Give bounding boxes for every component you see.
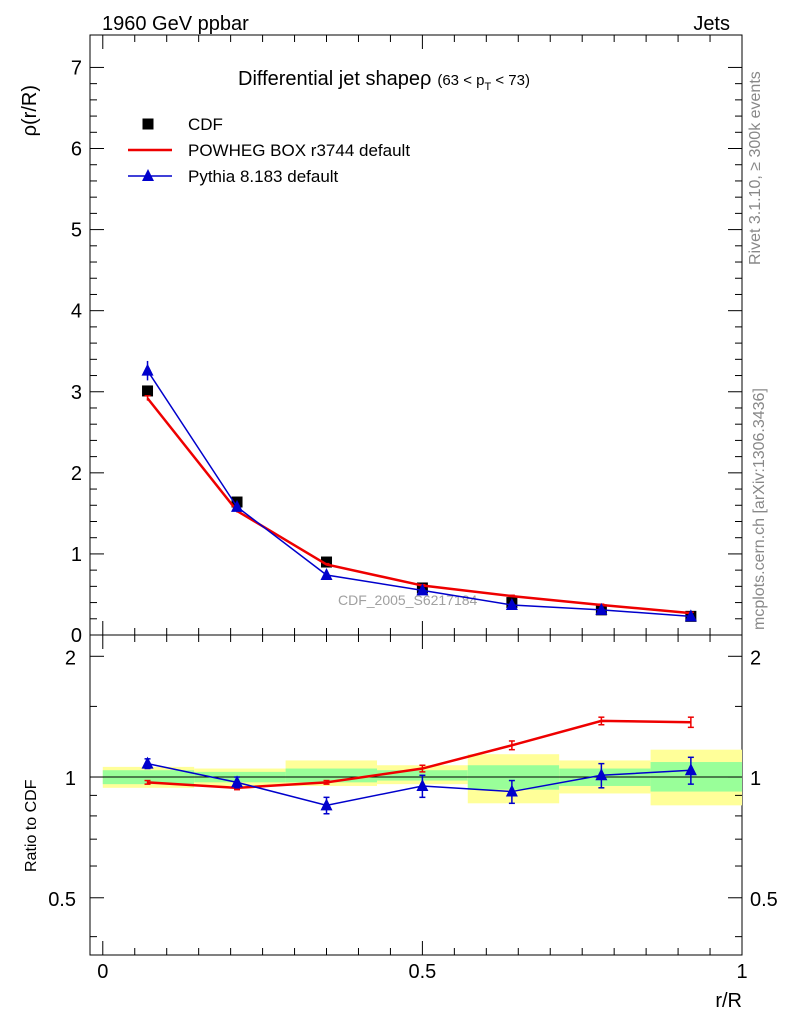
data-point-triangle bbox=[320, 568, 333, 580]
ratio-point-triangle bbox=[595, 768, 608, 781]
ratio-point-triangle bbox=[416, 778, 429, 791]
x-axis-label: r/R bbox=[715, 990, 742, 1012]
ratio-y-label: Ratio to CDF bbox=[23, 779, 40, 872]
rivet-label: Rivet 3.1.10, ≥ 300k events bbox=[747, 71, 764, 265]
legend-label: Pythia 8.183 default bbox=[188, 167, 339, 186]
ratio-y-tick-label: 1 bbox=[65, 768, 76, 790]
legend-marker-triangle bbox=[142, 169, 154, 181]
legend-label: POWHEG BOX r3744 default bbox=[188, 141, 410, 160]
ratio-point-triangle bbox=[505, 784, 518, 797]
main-y-tick-label: 6 bbox=[71, 139, 82, 161]
legend-marker-square bbox=[142, 118, 154, 130]
data-point-triangle bbox=[141, 363, 154, 376]
main-plot: ρ(r/R) Differential jet shapeρ (63 < pT <… bbox=[19, 34, 743, 647]
ratio-series-pythia bbox=[141, 756, 697, 815]
data-point-triangle bbox=[416, 583, 429, 596]
ratio-y-tick-label-right: 0.5 bbox=[750, 889, 778, 911]
series-powheg bbox=[144, 395, 694, 615]
ratio-point-triangle bbox=[684, 763, 697, 776]
ratio-y-tick-label: 0.5 bbox=[48, 889, 76, 911]
main-y-tick-label: 3 bbox=[71, 382, 82, 404]
ratio-y-tick-label: 2 bbox=[65, 647, 76, 669]
watermark: CDF_2005_S6217184 bbox=[338, 592, 478, 608]
legend: CDF POWHEG BOX r3744 default Pythia 8.183 … bbox=[128, 115, 410, 186]
main-title-sub: T bbox=[484, 81, 491, 93]
main-y-tick-label: 7 bbox=[71, 57, 82, 79]
main-y-label: ρ(r/R) bbox=[19, 85, 41, 136]
ratio-plot: Ratio to CDF r/R 0.5 0.5 1 1 2 2 0 0.5 1 bbox=[23, 634, 778, 1012]
main-title: Differential jet shapeρ (63 < pT < 73) bbox=[238, 68, 530, 93]
ratio-point-triangle bbox=[141, 756, 154, 769]
x-tick-label: 0 bbox=[97, 961, 108, 983]
main-title-cut-end: < 73) bbox=[491, 72, 530, 89]
header-left: 1960 GeV ppbar bbox=[102, 13, 249, 35]
data-point-triangle bbox=[595, 602, 608, 615]
main-title-cut: (63 < p bbox=[437, 72, 484, 89]
main-y-tick-label: 5 bbox=[71, 220, 82, 242]
ratio-point-triangle bbox=[231, 775, 244, 788]
main-y-tick-label: 2 bbox=[71, 463, 82, 485]
series-line bbox=[146, 397, 691, 615]
ratio-y-tick-label-right: 2 bbox=[750, 647, 761, 669]
data-point-triangle bbox=[684, 609, 697, 622]
ratio-point-triangle bbox=[320, 798, 333, 811]
header-right: Jets bbox=[693, 13, 730, 35]
data-point-triangle bbox=[505, 598, 518, 610]
series-pythia bbox=[141, 360, 697, 622]
x-tick-label: 1 bbox=[736, 961, 747, 983]
ratio-plot-frame bbox=[89, 634, 743, 956]
band-green bbox=[285, 768, 378, 783]
x-tick-label: 0.5 bbox=[408, 961, 436, 983]
main-y-tick-label: 4 bbox=[71, 301, 82, 323]
series-line bbox=[146, 370, 691, 618]
main-y-tick-label: 1 bbox=[71, 544, 82, 566]
data-point-square bbox=[321, 556, 333, 568]
main-y-tick-label: 0 bbox=[71, 625, 82, 647]
data-point-triangle bbox=[231, 499, 244, 512]
series-cdf bbox=[142, 385, 697, 622]
data-point-square bbox=[142, 385, 154, 397]
mcplots-label: mcplots.cern.ch [arXiv:1306.3436] bbox=[751, 388, 768, 630]
legend-label: CDF bbox=[188, 115, 223, 134]
ratio-y-tick-label-right: 1 bbox=[750, 768, 761, 790]
main-title-text: Differential jet shapeρ bbox=[238, 68, 431, 90]
